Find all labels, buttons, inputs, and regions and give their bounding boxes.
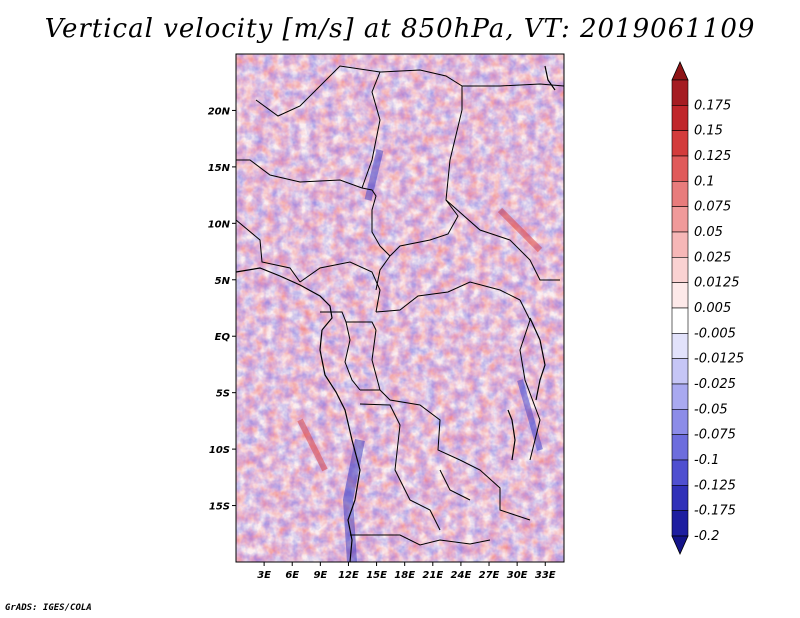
colorbar-label: 0.1: [694, 174, 715, 189]
colorbar-swatch: [671, 231, 689, 258]
colorbar-label: 0.005: [694, 301, 731, 316]
grads-credit: GrADS: IGES/COLA: [5, 603, 92, 613]
colorbar-label: -0.025: [694, 377, 736, 392]
colorbar-label: 0.075: [694, 200, 731, 215]
country-borders: [236, 65, 564, 546]
lon-tick-label: 24E: [451, 570, 472, 581]
colorbar-swatch: [671, 434, 689, 461]
colorbar-label: -0.0125: [694, 352, 744, 367]
lat-tick-label: 10S: [209, 445, 230, 456]
colorbar-label: 0.05: [694, 225, 723, 240]
colorbar-label: -0.2: [694, 529, 719, 544]
colorbar-label: 0.0125: [694, 276, 740, 291]
colorbar-swatch: [671, 155, 689, 182]
lat-tick-label: EQ: [215, 332, 231, 343]
colorbar-swatch: [671, 130, 689, 157]
lat-tick-label: 5N: [215, 276, 231, 287]
colorbar-bottom-arrow: [671, 535, 689, 555]
longitude-axis: 3E 6E 9E 12E 15E 18E 21E 24E 27E 30E 33E: [257, 562, 556, 581]
lon-tick-label: 18E: [394, 570, 415, 581]
colorbar-swatch: [671, 181, 689, 207]
lon-tick-label: 33E: [535, 570, 556, 581]
coastline: [236, 65, 556, 562]
colorbar-swatch: [671, 257, 689, 283]
colorbar-swatch: [671, 307, 689, 334]
lon-tick-label: 12E: [338, 570, 359, 581]
colorbar-swatch: [671, 206, 689, 233]
colorbar-swatch: [671, 510, 689, 537]
velocity-field: [236, 54, 564, 562]
colorbar-swatch: [671, 383, 689, 410]
colorbar-swatch: [671, 79, 689, 106]
colorbar-label: -0.05: [694, 402, 728, 417]
colorbar-label: -0.125: [694, 478, 736, 493]
colorbar-swatch: [671, 459, 689, 486]
lon-tick-label: 6E: [285, 570, 299, 581]
lat-tick-label: 5S: [216, 389, 230, 400]
colorbar-label: -0.1: [694, 453, 719, 468]
colorbar-swatch: [671, 358, 689, 385]
colorbar-swatch: [671, 282, 689, 309]
colorbar-top-arrow: [671, 61, 689, 81]
colorbar-label: 0.125: [694, 149, 731, 164]
colorbar-label: -0.075: [694, 428, 736, 443]
plot-frame: [235, 53, 565, 563]
lon-tick-label: 9E: [313, 570, 327, 581]
colorbar-swatch: [671, 485, 689, 511]
colorbar-label: -0.175: [694, 504, 736, 519]
lon-tick-label: 30E: [507, 570, 528, 581]
latitude-axis: 20N 15N 10N 5N EQ 5S 10S 15S: [208, 106, 236, 513]
lon-tick-label: 15E: [366, 570, 387, 581]
colorbar-label: -0.005: [694, 326, 736, 341]
lat-tick-label: 10N: [208, 219, 231, 230]
lon-tick-label: 21E: [422, 570, 443, 581]
colorbar-label: 0.175: [694, 98, 731, 113]
colorbar-label: 0.025: [694, 250, 731, 265]
colorbar-swatch: [671, 333, 689, 359]
colorbar-swatch: [671, 105, 689, 131]
lat-tick-label: 15S: [209, 502, 230, 513]
colorbar-swatch: [671, 409, 689, 435]
colorbar-label: 0.15: [694, 124, 723, 139]
lon-tick-label: 3E: [257, 570, 271, 581]
lat-tick-label: 20N: [208, 106, 231, 117]
lat-tick-label: 15N: [208, 163, 231, 174]
colorbar: 0.175 0.15 0.125 0.1 0.075 0.05 0.025 0.0125 0.0…: [671, 61, 744, 555]
lon-tick-label: 27E: [479, 570, 500, 581]
plot-title: Vertical velocity [m/s] at 850hPa, VT: 2…: [44, 14, 756, 44]
